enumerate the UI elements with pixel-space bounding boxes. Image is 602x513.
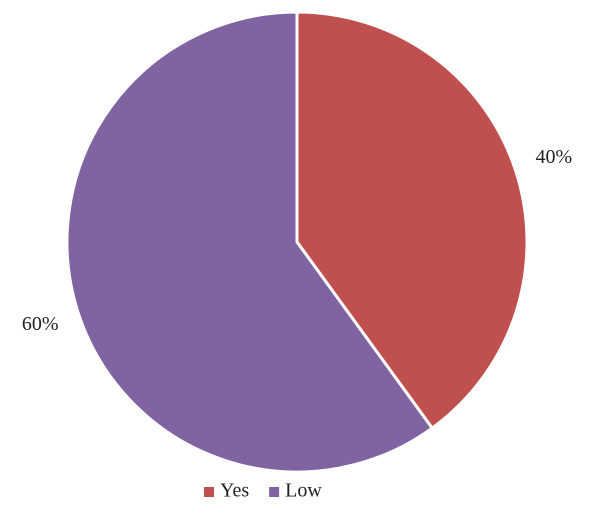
legend-label: Low	[285, 480, 322, 502]
legend-swatch	[269, 487, 280, 497]
data-label: 40%	[535, 146, 572, 168]
legend-swatch	[204, 487, 214, 497]
legend-label: Yes	[220, 480, 249, 502]
pie-slice	[295, 10, 529, 431]
pie-slice	[65, 10, 435, 474]
data-label: 60%	[22, 313, 59, 335]
